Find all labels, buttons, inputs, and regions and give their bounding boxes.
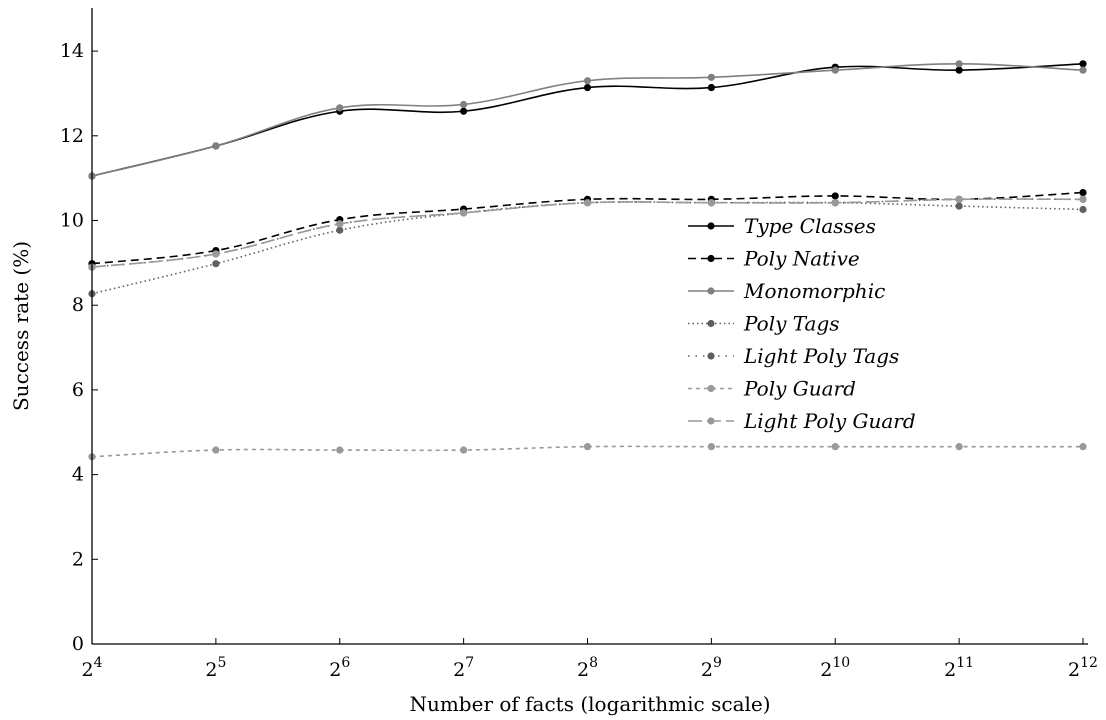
y-axis-title: Success rate (%) xyxy=(9,241,33,411)
series-line xyxy=(91,198,1084,268)
y-tick-label: 6 xyxy=(72,379,84,401)
x-tick-exponent: 4 xyxy=(94,655,103,671)
legend-swatch-marker xyxy=(707,417,715,425)
x-tick-exponent: 6 xyxy=(341,655,350,671)
y-tick-label: 2 xyxy=(72,548,84,570)
x-tick-label: 29 xyxy=(701,655,722,681)
data-point xyxy=(707,83,715,92)
data-point xyxy=(583,199,592,207)
data-point xyxy=(212,250,220,258)
x-tick-label: 211 xyxy=(944,655,974,681)
legend-label: Light Poly Guard xyxy=(743,409,916,433)
y-tick-label: 4 xyxy=(72,464,84,486)
x-tick-label: 27 xyxy=(453,655,474,681)
legend-label: Type Classes xyxy=(744,214,876,238)
legend-label: Monomorphic xyxy=(743,279,885,303)
data-point xyxy=(707,73,715,81)
data-point xyxy=(1079,195,1087,203)
legend-entry: Poly Guard xyxy=(688,377,856,401)
legend-label: Poly Native xyxy=(743,247,860,271)
data-point xyxy=(831,66,839,74)
legend-label: Light Poly Tags xyxy=(743,344,899,368)
data-point xyxy=(583,443,592,451)
legend-entry: Poly Tags xyxy=(688,312,840,336)
legend-swatch-marker xyxy=(707,319,715,328)
legend-entry: Light Poly Guard xyxy=(688,409,916,433)
data-point xyxy=(583,77,592,85)
x-tick-exponent: 7 xyxy=(465,655,474,671)
data-point xyxy=(1079,205,1087,214)
y-tick-label: 10 xyxy=(60,210,84,232)
y-tick-label: 8 xyxy=(72,294,84,316)
data-point xyxy=(336,104,344,112)
x-tick-label: 212 xyxy=(1068,655,1098,681)
legend-label: Poly Guard xyxy=(743,377,856,401)
data-point xyxy=(212,142,220,150)
legend-entry: Type Classes xyxy=(688,214,876,238)
legend-label: Poly Tags xyxy=(743,312,840,336)
data-point xyxy=(336,226,344,234)
legend-swatch-marker xyxy=(707,222,715,230)
data-point xyxy=(955,443,963,451)
y-tick-label: 14 xyxy=(60,40,84,62)
x-tick-exponent: 8 xyxy=(589,655,598,671)
legend-entry: Light Poly Tags xyxy=(688,344,899,368)
series-layer xyxy=(88,60,1087,461)
x-tick-label: 28 xyxy=(577,655,598,681)
series-4 xyxy=(88,195,1087,271)
x-tick-label: 210 xyxy=(820,655,850,681)
legend-entry: Poly Native xyxy=(688,247,860,271)
data-point xyxy=(460,209,468,217)
data-point xyxy=(212,446,220,454)
data-point xyxy=(707,443,715,451)
series-5 xyxy=(88,443,1087,461)
x-tick-exponent: 10 xyxy=(832,655,850,671)
data-point xyxy=(460,107,468,115)
x-tick-exponent: 9 xyxy=(713,655,722,671)
data-point xyxy=(1079,443,1087,451)
series-3 xyxy=(88,199,1087,298)
x-axis-title: Number of facts (logarithmic scale) xyxy=(409,692,770,716)
legend: Type Classes Poly Native Monomorphic Poly T… xyxy=(688,214,916,433)
x-tick-label: 25 xyxy=(205,655,226,681)
data-point xyxy=(583,83,592,92)
series-2 xyxy=(88,60,1087,180)
data-point xyxy=(336,446,344,454)
legend-swatch-marker xyxy=(707,352,715,360)
x-tick-exponent: 11 xyxy=(956,655,974,671)
y-tick-label: 12 xyxy=(60,125,84,147)
data-point xyxy=(955,195,963,203)
data-point xyxy=(831,199,839,207)
data-point xyxy=(831,443,839,451)
y-tick-label: 0 xyxy=(72,633,84,655)
legend-entry: Monomorphic xyxy=(688,279,885,303)
data-point xyxy=(831,192,839,200)
data-point xyxy=(1079,66,1087,74)
data-point xyxy=(955,60,963,68)
data-point xyxy=(1079,60,1087,68)
legend-swatch-marker xyxy=(707,287,715,295)
data-point xyxy=(212,260,220,268)
data-point xyxy=(460,100,468,109)
data-point xyxy=(955,202,963,210)
x-tick-label: 24 xyxy=(81,655,102,681)
series-line xyxy=(91,445,1083,458)
x-tick-label: 26 xyxy=(329,655,350,681)
data-point xyxy=(336,220,344,228)
series-line xyxy=(91,201,1084,295)
legend-swatch-marker xyxy=(707,254,715,263)
data-point xyxy=(707,199,715,207)
axes-layer xyxy=(91,8,1088,645)
data-point xyxy=(460,446,468,454)
data-point xyxy=(1079,188,1087,197)
x-tick-exponent: 5 xyxy=(217,655,226,671)
x-tick-exponent: 12 xyxy=(1080,655,1098,671)
legend-swatch-marker xyxy=(707,384,715,393)
data-point xyxy=(955,66,963,74)
series-6 xyxy=(88,195,1087,271)
